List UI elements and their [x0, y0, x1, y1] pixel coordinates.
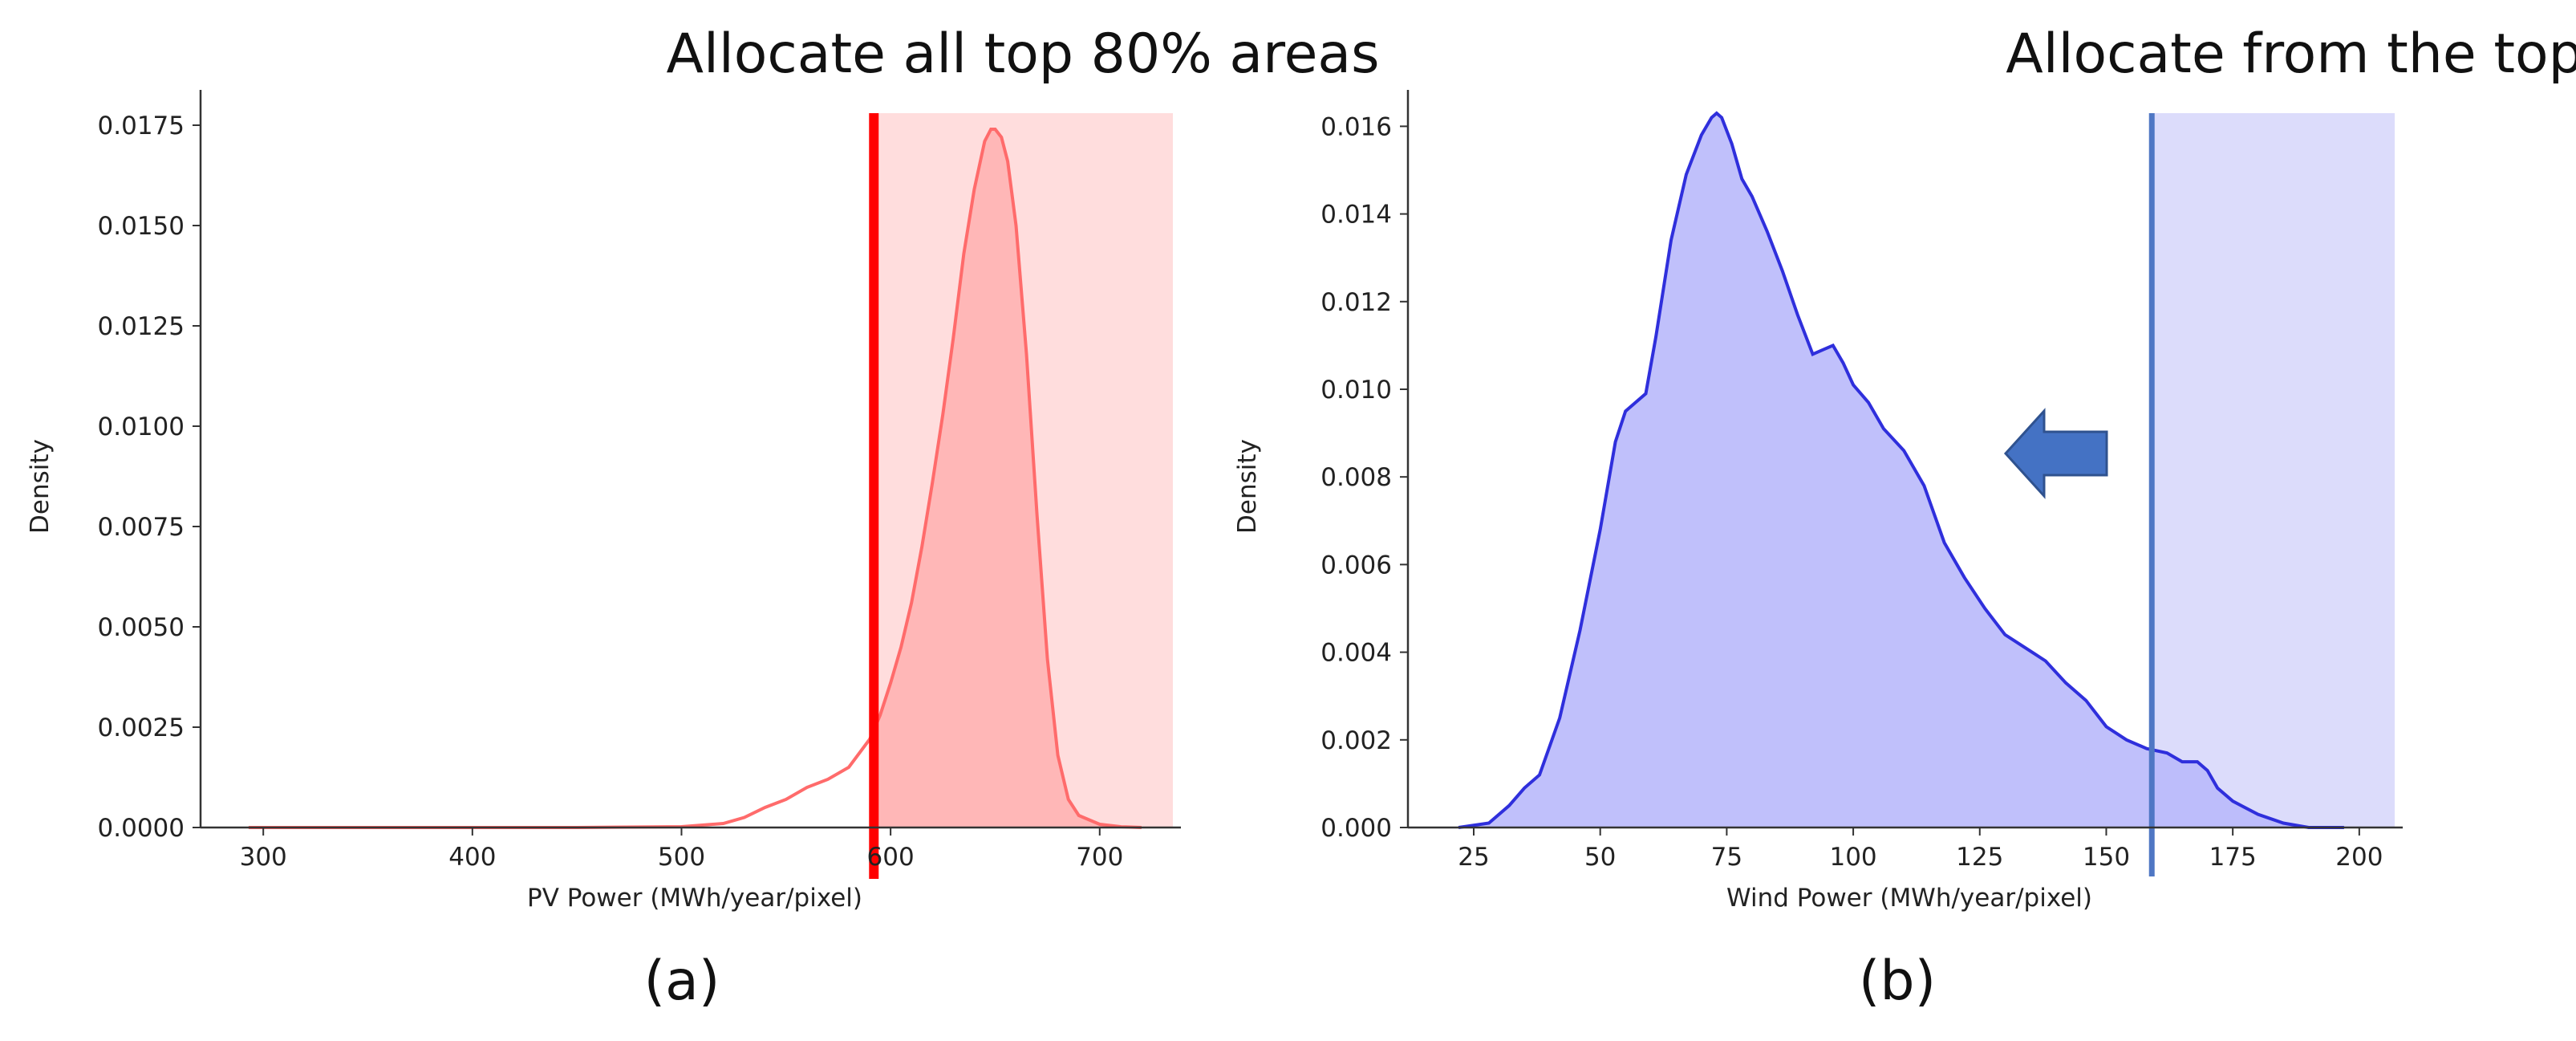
- y-tick-label: 0.0175: [98, 112, 185, 140]
- y-tick-label: 0.0150: [98, 212, 185, 241]
- y-tick-label: 0.016: [1320, 112, 1392, 141]
- x-tick-label: 75: [1711, 843, 1742, 872]
- x-tick-label: 150: [2083, 843, 2130, 872]
- wind-density-line: [1458, 111, 2344, 829]
- wind-y-ticks: 0.000 0.002 0.004 0.006 0.008 0.010 0.012 0.014…: [1320, 112, 1408, 843]
- panel-b-label: (b): [1859, 950, 1936, 1013]
- left-arrow-icon: [2003, 408, 2108, 499]
- y-tick-label: 0.0125: [98, 312, 185, 341]
- x-tick-label: 700: [1076, 843, 1123, 872]
- pv-y-ticks: 0.0000 0.0025 0.0050 0.0075 0.0100 0.0125 0.01…: [98, 112, 201, 843]
- y-tick-label: 0.012: [1320, 288, 1392, 317]
- y-tick-label: 0.0075: [98, 513, 185, 542]
- pv-x-ticks: 300 400 500 600 700: [240, 828, 1123, 872]
- panel-a-pv-density: 300 400 500 600 700 0.0000 0.0025 0.0050 0.0075…: [26, 90, 1181, 913]
- y-tick-label: 0.006: [1320, 551, 1392, 579]
- y-tick-label: 0.0025: [98, 714, 185, 742]
- annotation-left: Allocate all top 80% areas: [666, 22, 1379, 86]
- x-tick-label: 500: [658, 843, 705, 872]
- y-tick-label: 0.010: [1320, 376, 1392, 405]
- y-tick-label: 0.0100: [98, 413, 185, 441]
- pv-x-axis-label: PV Power (MWh/year/pixel): [527, 884, 862, 913]
- y-tick-label: 0.000: [1320, 814, 1392, 843]
- panel-a-label: (a): [644, 950, 720, 1013]
- wind-density-fill: [1458, 113, 2344, 828]
- wind-y-axis-label: Density: [1233, 439, 1262, 534]
- x-tick-label: 600: [867, 843, 915, 872]
- x-tick-label: 175: [2209, 843, 2257, 872]
- panel-b-wind-density: 25 50 75 100 125 150 175 200 0.0000.0020.0040.0…: [1233, 90, 2403, 913]
- x-tick-label: 300: [240, 843, 287, 872]
- y-tick-label: 0.008: [1320, 463, 1392, 492]
- y-tick-label: 0.002: [1320, 726, 1392, 755]
- y-tick-label: 0.014: [1320, 201, 1392, 230]
- wind-shaded-region: [2152, 113, 2395, 828]
- y-tick-label: 0.0050: [98, 613, 185, 642]
- wind-x-axis-label: Wind Power (MWh/year/pixel): [1726, 884, 2092, 913]
- x-tick-label: 25: [1458, 843, 1489, 872]
- pv-density-line: [248, 128, 1142, 829]
- x-tick-label: 400: [448, 843, 496, 872]
- x-tick-label: 125: [1956, 843, 2003, 872]
- x-tick-label: 100: [1829, 843, 1876, 872]
- pv-y-axis-label: Density: [26, 439, 55, 534]
- y-tick-label: 0.0000: [98, 814, 185, 843]
- x-tick-label: 200: [2335, 843, 2383, 872]
- y-tick-label: 0.004: [1320, 639, 1392, 668]
- pv-density-fill: [874, 129, 1142, 828]
- wind-x-ticks: 25 50 75 100 125 150 175 200: [1458, 828, 2383, 872]
- x-tick-label: 50: [1584, 843, 1616, 872]
- annotation-right: Allocate from the top: [2006, 22, 2576, 86]
